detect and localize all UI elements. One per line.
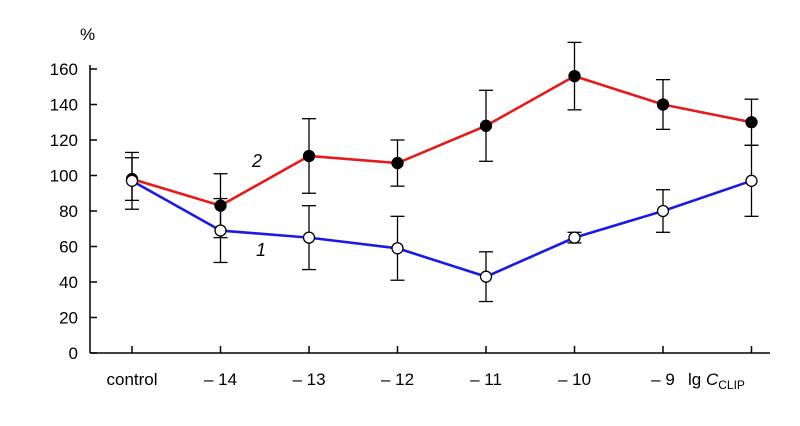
x-tick-label: – 13 [292, 370, 325, 389]
data-point-series-1 [656, 204, 670, 218]
y-tick-label: 60 [59, 238, 78, 257]
y-tick-label: 160 [50, 60, 78, 79]
y-tick-label: 80 [59, 202, 78, 221]
x-ticks: control – 14 – 13 – 12 – 11 – 10 – 9 [106, 346, 753, 389]
x-tick-label: – 9 [651, 370, 675, 389]
data-point-series-1 [391, 242, 404, 255]
data-point-series-2 [479, 119, 493, 132]
data-point-series-2 [214, 199, 227, 212]
x-axis-label: lg CCLIP [688, 370, 745, 392]
x-axis-label-prefix: lg [688, 370, 706, 389]
data-point-series-1 [125, 174, 139, 187]
x-tick-label: – 11 [470, 370, 502, 389]
data-point-series-1 [479, 270, 493, 283]
data-point-series-2 [568, 69, 581, 83]
data-point-series-1 [214, 224, 227, 237]
series-line-1 [131, 179, 752, 278]
data-point-series-1 [568, 231, 581, 244]
series-label-2: 2 [251, 151, 262, 171]
y-ticks: 0 20 40 60 80 100 120 140 160 [50, 60, 97, 363]
y-tick-label: 40 [59, 273, 78, 292]
y-tick-label: 140 [50, 96, 78, 115]
series-lines [131, 74, 752, 278]
data-points [125, 69, 758, 283]
y-tick-label: 120 [50, 131, 78, 150]
data-point-series-2 [391, 156, 404, 170]
x-axis-label-symbol: C [706, 370, 719, 389]
x-tick-label: – 14 [204, 370, 237, 389]
x-tick-label: – 10 [558, 370, 591, 389]
data-point-series-2 [656, 98, 670, 111]
series-label-1: 1 [256, 240, 266, 260]
data-point-series-1 [745, 174, 758, 187]
y-tick-label: 0 [69, 344, 78, 363]
y-axis-label: % [80, 25, 95, 44]
y-tick-label: 20 [59, 309, 78, 328]
axes [89, 65, 770, 354]
data-point-series-2 [302, 149, 316, 163]
data-point-series-2 [745, 116, 758, 129]
x-axis-label-subscript: CLIP [718, 378, 745, 392]
y-tick-label: 100 [50, 167, 78, 186]
x-tick-label: – 12 [381, 370, 414, 389]
data-point-series-1 [302, 231, 316, 244]
series-line-2 [131, 74, 752, 207]
x-tick-label: control [106, 370, 157, 389]
